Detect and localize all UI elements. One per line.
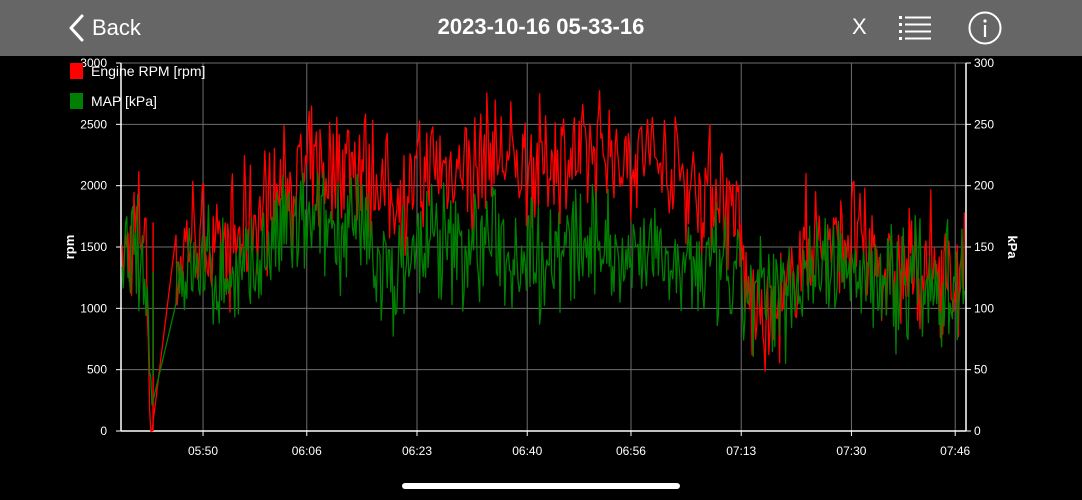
y-axis-title: rpm <box>62 235 77 260</box>
y-tick-label: 500 <box>87 363 107 377</box>
legend-swatch <box>70 63 83 79</box>
x-tick-label: 07:13 <box>726 444 756 458</box>
x-tick-label: 06:23 <box>402 444 432 458</box>
y2-tick-label: 0 <box>974 424 981 438</box>
y-tick-label: 3000 <box>80 56 107 70</box>
legend-label: MAP [kPa] <box>91 93 157 109</box>
back-button-label: Back <box>92 15 141 40</box>
info-icon[interactable] <box>968 11 1002 45</box>
y-tick-label: 0 <box>100 424 107 438</box>
y2-tick-label: 150 <box>974 240 994 254</box>
x-tick-label: 06:56 <box>616 444 646 458</box>
chart-area: 0 0 500 50 1000 100 1500 150 2000 200 2500 250 3000 3… <box>62 56 1020 458</box>
y-tick-label: 2000 <box>80 179 107 193</box>
top-navigation-bar: Back 2023-10-16 05-33-16 X <box>0 0 1082 56</box>
y2-tick-label: 100 <box>974 301 994 315</box>
x-tick-label: 07:46 <box>940 444 970 458</box>
y2-tick-label: 300 <box>974 56 994 70</box>
y-tick-label: 1500 <box>80 240 107 254</box>
x-tick-label: 06:40 <box>512 444 542 458</box>
y2-axis-title: kPa <box>1005 235 1020 259</box>
home-indicator <box>402 483 680 489</box>
y-tick-label: 1000 <box>80 301 107 315</box>
y2-tick-label: 250 <box>974 117 994 131</box>
x-tick-label: 05:50 <box>188 444 218 458</box>
legend-label: Engine RPM [rpm] <box>91 63 205 79</box>
back-button[interactable]: Back <box>68 10 141 46</box>
close-button[interactable]: X <box>852 14 867 39</box>
x-tick-label: 06:06 <box>292 444 322 458</box>
series-line-map <box>121 171 966 406</box>
list-icon[interactable] <box>898 14 932 42</box>
y2-tick-label: 200 <box>974 179 994 193</box>
legend-swatch <box>70 93 83 109</box>
x-tick-label: 07:30 <box>836 444 866 458</box>
chevron-left-icon <box>69 14 84 42</box>
y2-tick-label: 50 <box>974 363 988 377</box>
y-tick-label: 2500 <box>80 117 107 131</box>
